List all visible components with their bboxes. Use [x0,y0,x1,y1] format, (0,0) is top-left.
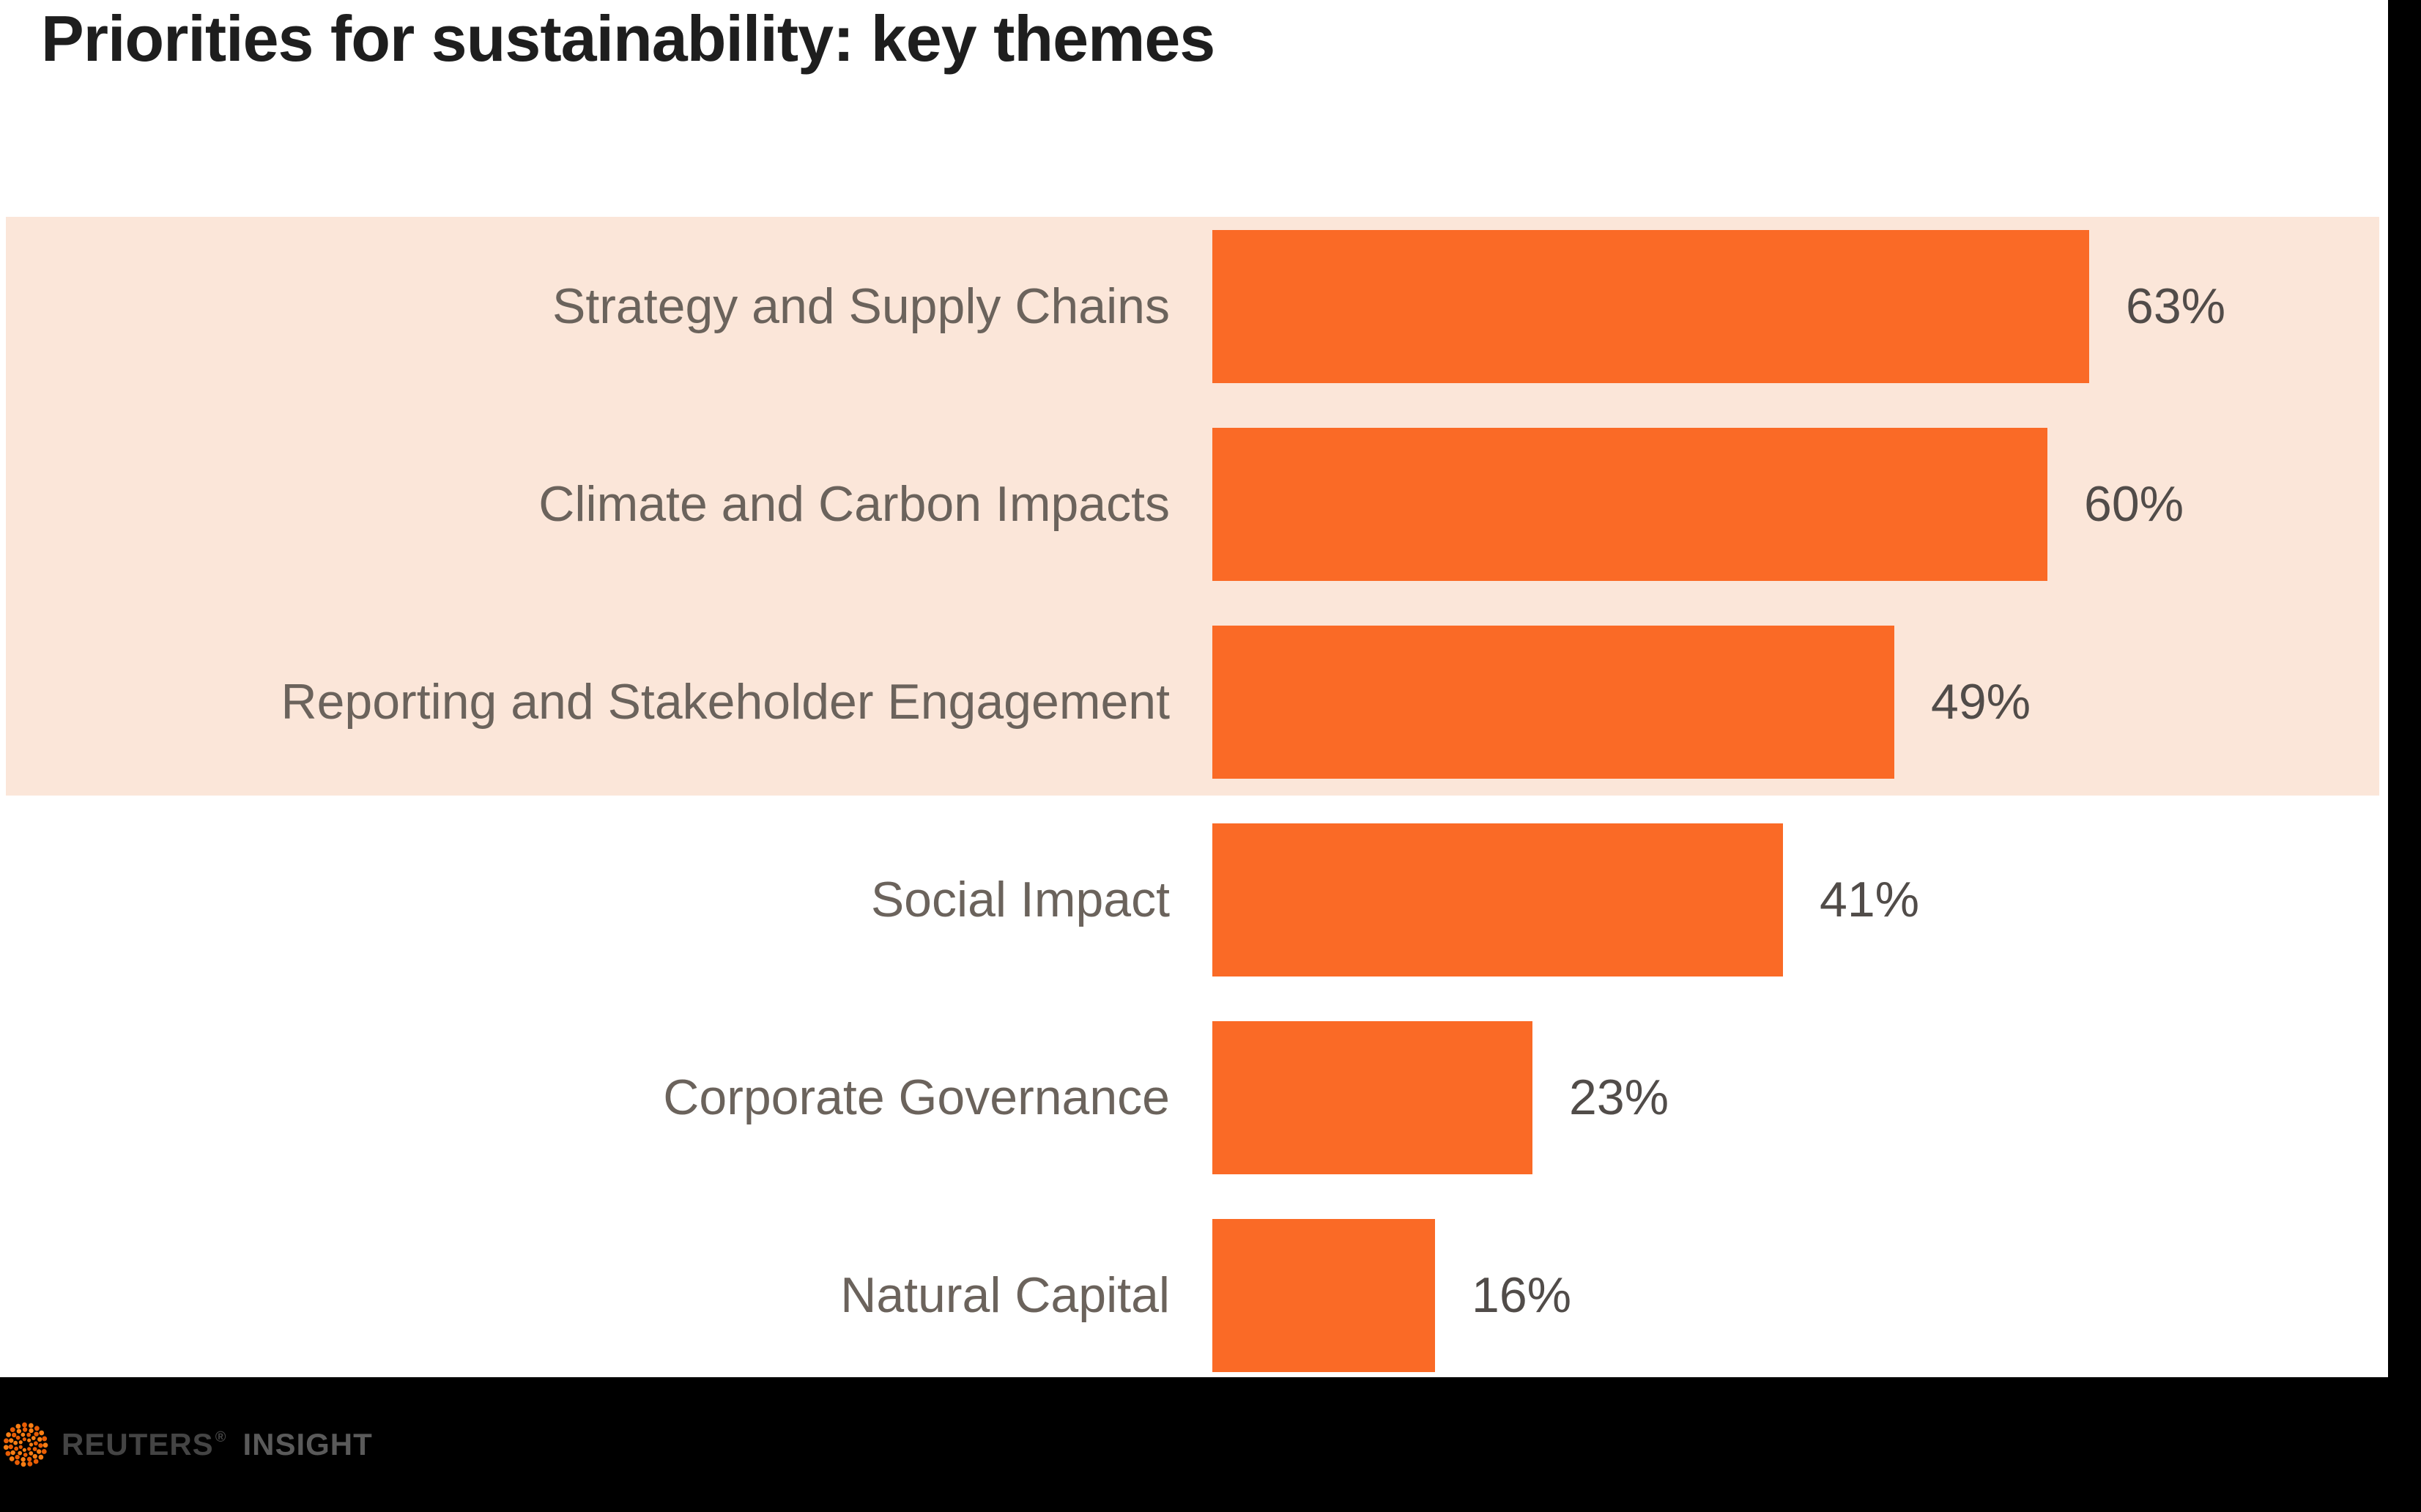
category-label: Social Impact [870,872,1170,927]
chart-title: Priorities for sustainability: key theme… [41,2,1215,75]
footer-bar: REUTERS ® INSIGHT [0,1377,2421,1512]
brand-insight: INSIGHT [242,1427,373,1461]
value-label: 16% [1472,1267,1572,1323]
value-label: 49% [1931,674,2031,730]
value-label: 60% [2084,476,2184,532]
bar-area: 16% [1212,1196,1571,1394]
brand-reuters: REUTERS [62,1427,214,1461]
bar-area: 23% [1212,998,1669,1196]
category-label: Reporting and Stakeholder Engagement [281,674,1170,730]
bar-area: 49% [1212,603,2031,801]
chart-row: Strategy and Supply Chains 63% [0,207,2388,405]
footer-brand: REUTERS ® INSIGHT [62,1427,373,1462]
bar-area: 63% [1212,207,2225,405]
chart-row: Natural Capital 16% [0,1196,2388,1394]
category-label: Corporate Governance [663,1070,1170,1125]
category-label: Strategy and Supply Chains [552,278,1170,334]
category-label: Climate and Carbon Impacts [538,476,1170,532]
right-edge-black-strip [2388,0,2421,1512]
reuters-logo-icon [3,1422,48,1467]
bar [1212,625,1894,779]
bar [1212,1020,1532,1174]
category-label: Natural Capital [840,1267,1170,1323]
bar [1212,1218,1435,1372]
chart-row: Reporting and Stakeholder Engagement 49% [0,603,2388,801]
value-label: 41% [1820,872,1920,927]
chart-row: Corporate Governance 23% [0,998,2388,1196]
value-label: 63% [2126,278,2226,334]
bar-chart: Strategy and Supply Chains 63% Climate a… [0,207,2388,1394]
bar-area: 60% [1212,405,2184,603]
chart-row: Climate and Carbon Impacts 60% [0,405,2388,603]
bar-area: 41% [1212,801,1919,998]
registered-mark: ® [215,1429,227,1445]
value-label: 23% [1569,1070,1669,1125]
bar [1212,823,1783,976]
chart-row: Social Impact 41% [0,801,2388,998]
bar [1212,229,2089,383]
bar [1212,427,2047,581]
